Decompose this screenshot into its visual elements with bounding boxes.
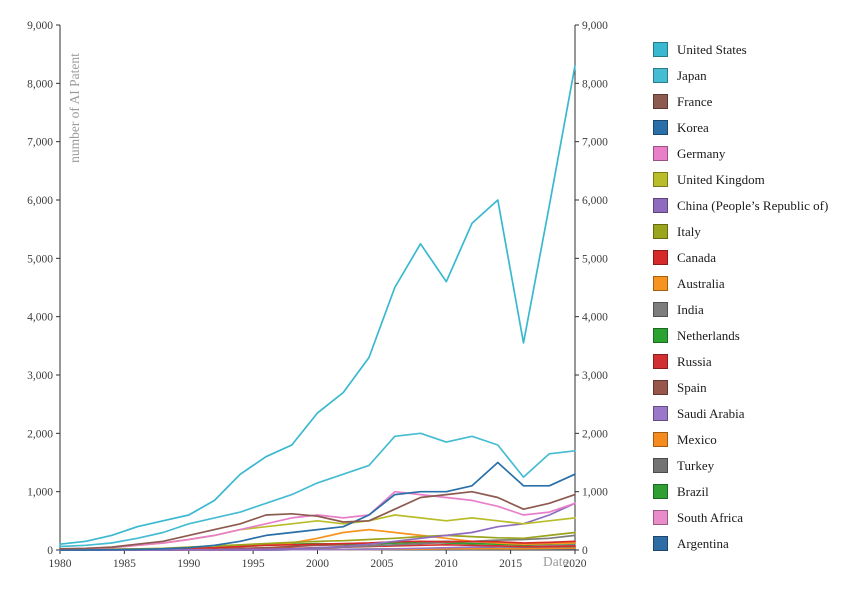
y-tick-label-left: 6,000 [27,195,53,207]
legend-label: Japan [677,68,707,83]
chart-legend: United States Japan France Korea Germany Unit… [653,42,828,551]
legend-swatch [653,354,668,369]
legend-item: Brazil [653,484,828,499]
y-tick-label-right: 4,000 [582,312,608,324]
legend-swatch [653,42,668,57]
y-tick-label-left: 9,000 [27,20,53,32]
legend-swatch [653,94,668,109]
x-tick-label: 1995 [242,558,265,570]
legend-item: United Kingdom [653,172,828,187]
legend-label: United States [677,42,747,57]
legend-swatch [653,172,668,187]
legend-label: Spain [677,380,707,395]
legend-item: United States [653,42,828,57]
x-tick-label: 2020 [564,558,587,570]
legend-swatch [653,536,668,551]
series-line-korea [59,461,576,551]
legend-swatch [653,484,668,499]
x-tick-label: 1990 [177,558,200,570]
legend-item: China (People’s Republic of) [653,198,828,213]
y-tick-label-left: 5,000 [27,253,53,265]
legend-item: Mexico [653,432,828,447]
legend-label: India [677,302,704,317]
legend-label: United Kingdom [677,172,765,187]
legend-label: Korea [677,120,709,135]
legend-swatch [653,328,668,343]
legend-swatch [653,406,668,421]
legend-label: Turkey [677,458,715,473]
x-tick-label: 1980 [49,558,72,570]
legend-label: France [677,94,713,109]
legend-item: Korea [653,120,828,135]
legend-swatch [653,458,668,473]
y-tick-label-left: 3,000 [27,370,53,382]
y-tick-label-right: 3,000 [582,370,608,382]
legend-item: Argentina [653,536,828,551]
legend-swatch [653,510,668,525]
y-tick-label-right: 9,000 [582,20,608,32]
legend-label: Brazil [677,484,709,499]
series-line-japan [59,432,576,548]
legend-swatch [653,120,668,135]
y-tick-label-right: 1,000 [582,487,608,499]
x-tick-label: 2005 [370,558,393,570]
legend-item: Japan [653,68,828,83]
legend-label: South Africa [677,510,744,525]
legend-swatch [653,68,668,83]
legend-item: South Africa [653,510,828,525]
legend-label: Saudi Arabia [677,406,745,421]
legend-item: Russia [653,354,828,369]
legend-swatch [653,276,668,291]
y-tick-label-right: 5,000 [582,253,608,265]
y-tick-label-right: 0 [582,545,588,557]
x-tick-label: 2010 [435,558,458,570]
x-tick-label: 2015 [499,558,522,570]
y-tick-label-left: 8,000 [27,78,53,90]
y-tick-label-right: 6,000 [582,195,608,207]
y-tick-label-left: 2,000 [27,428,53,440]
legend-item: France [653,94,828,109]
legend-label: China (People’s Republic of) [677,198,829,213]
legend-item: Italy [653,224,828,239]
y-tick-label-left: 1,000 [27,487,53,499]
legend-label: Russia [677,354,712,369]
legend-label: Germany [677,146,726,161]
y-tick-label-left: 4,000 [27,312,53,324]
legend-swatch [653,302,668,317]
legend-item: Saudi Arabia [653,406,828,421]
legend-swatch [653,250,668,265]
x-tick-label: 1985 [113,558,136,570]
legend-swatch [653,198,668,213]
legend-label: Netherlands [677,328,740,343]
legend-item: Spain [653,380,828,395]
legend-label: Mexico [677,432,717,447]
legend-label: Argentina [677,536,729,551]
series-line-germany [59,490,576,551]
legend-swatch [653,380,668,395]
legend-label: Italy [677,224,701,239]
legend-item: India [653,302,828,317]
legend-item: Canada [653,250,828,265]
legend-swatch [653,224,668,239]
legend-swatch [653,432,668,447]
legend-item: Australia [653,276,828,291]
y-tick-label-left: 0 [47,545,53,557]
y-tick-label-right: 8,000 [582,78,608,90]
x-tick-label: 2000 [306,558,329,570]
series-line-france [59,490,576,550]
x-axis-title: Date [543,554,569,569]
legend-item: Turkey [653,458,828,473]
y-tick-label-right: 2,000 [582,428,608,440]
y-tick-label-left: 7,000 [27,137,53,149]
y-tick-label-right: 7,000 [582,137,608,149]
legend-swatch [653,146,668,161]
series-line-united-states [59,64,576,546]
y-axis-title: number of AI Patent [67,53,82,163]
legend-label: Australia [677,276,725,291]
legend-item: Germany [653,146,828,161]
legend-item: Netherlands [653,328,828,343]
legend-label: Canada [677,250,716,265]
line-chart: 0 0 1,000 1,000 2,000 2,000 3,000 3,000 4,000 4,0… [27,20,608,570]
